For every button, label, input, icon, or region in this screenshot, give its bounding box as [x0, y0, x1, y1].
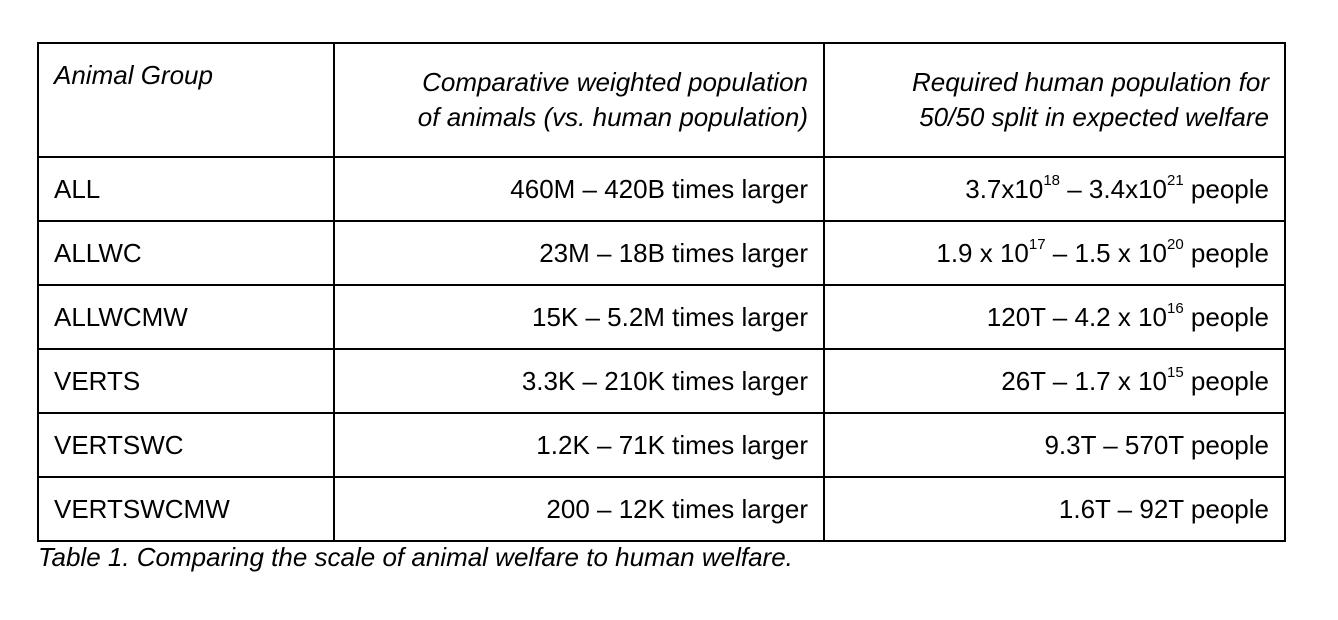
value-text: people: [1183, 173, 1269, 204]
value-text: 1.9 x 10: [936, 237, 1029, 268]
comparative-population-cell: 1.2K – 71K times larger: [333, 412, 825, 478]
exponent: 18: [1043, 171, 1061, 189]
required-population-cell: 9.3T – 570T people: [823, 412, 1286, 478]
comparative-population-cell: 460M – 420B times larger: [333, 156, 825, 222]
value-text: people: [1183, 237, 1269, 268]
animal-group-cell: ALL: [37, 156, 335, 222]
table-row: ALLWCMW 15K – 5.2M times larger 120T – 4.2…: [37, 284, 1286, 350]
exponent: 21: [1167, 171, 1184, 189]
animal-group-cell: VERTS: [37, 348, 335, 414]
header-required-population: Required human population for 50/50 split…: [823, 42, 1286, 158]
value-text: – 1.5 x 10: [1045, 237, 1167, 268]
animal-group-cell: ALLWC: [37, 220, 335, 286]
value-text: – 3.4x10: [1060, 173, 1167, 204]
header-line: 50/50 split in expected welfare: [919, 102, 1269, 132]
required-population-cell: 120T – 4.2 x 1016 people: [823, 284, 1286, 350]
table-row: VERTSWCMW 200 – 12K times larger 1.6T – 92…: [37, 476, 1286, 542]
value-text: 9.3T – 570T people: [1044, 429, 1269, 460]
value-text: 120T – 4.2 x 10: [986, 301, 1167, 332]
header-line: of animals (vs. human population): [417, 102, 808, 132]
table-row: ALLWC 23M – 18B times larger 1.9 x 1017 – …: [37, 220, 1286, 286]
value-text: people: [1183, 301, 1269, 332]
table-row: ALL 460M – 420B times larger 3.7x1018 – 3.…: [37, 156, 1286, 222]
comparative-population-cell: 200 – 12K times larger: [333, 476, 825, 542]
table-caption: Table 1. Comparing the scale of animal w…: [38, 542, 793, 572]
table-row: VERTS 3.3K – 210K times larger 26T – 1.7 x…: [37, 348, 1286, 414]
comparative-population-cell: 3.3K – 210K times larger: [333, 348, 825, 414]
required-population-cell: 1.6T – 92T people: [823, 476, 1286, 542]
exponent: 15: [1167, 363, 1184, 381]
value-text: 3.7x10: [965, 173, 1044, 204]
header-row: Animal Group Comparative weighted popula…: [37, 42, 1286, 158]
animal-group-cell: VERTSWCMW: [37, 476, 335, 542]
value-text: 26T – 1.7 x 10: [1001, 365, 1167, 396]
required-population-cell: 1.9 x 1017 – 1.5 x 1020 people: [823, 220, 1286, 286]
animal-group-cell: VERTSWC: [37, 412, 335, 478]
header-line: Animal Group: [54, 60, 213, 90]
comparative-population-cell: 23M – 18B times larger: [333, 220, 825, 286]
required-population-cell: 3.7x1018 – 3.4x1021 people: [823, 156, 1286, 222]
animal-group-cell: ALLWCMW: [37, 284, 335, 350]
exponent: 16: [1167, 299, 1184, 317]
comparative-population-cell: 15K – 5.2M times larger: [333, 284, 825, 350]
exponent: 20: [1167, 235, 1184, 253]
value-text: 1.6T – 92T people: [1058, 493, 1269, 524]
value-text: people: [1183, 365, 1269, 396]
header-line: Required human population for: [911, 67, 1269, 97]
header-line: Comparative weighted population: [422, 67, 808, 97]
table-row: VERTSWC 1.2K – 71K times larger 9.3T – 570…: [37, 412, 1286, 478]
welfare-comparison-table: Animal Group Comparative weighted popula…: [37, 42, 1286, 542]
exponent: 17: [1028, 235, 1046, 253]
header-comparative-population: Comparative weighted population of animal…: [333, 42, 825, 158]
header-animal-group: Animal Group: [37, 42, 335, 158]
required-population-cell: 26T – 1.7 x 1015 people: [823, 348, 1286, 414]
